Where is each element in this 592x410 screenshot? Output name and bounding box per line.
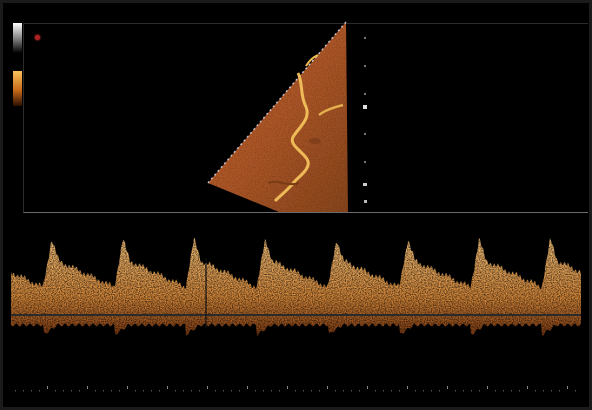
ultrasound-screen: [3, 3, 589, 407]
tissue-sector: [207, 21, 348, 212]
time-tick: [239, 390, 240, 392]
time-tick: [79, 390, 80, 392]
time-tick: [95, 390, 96, 392]
time-tick: [183, 390, 184, 392]
time-tick: [463, 390, 464, 392]
time-tick: [519, 390, 520, 392]
time-tick: [335, 390, 336, 392]
color-scale-bar: [13, 71, 22, 106]
time-tick: [503, 390, 504, 392]
time-tick: [55, 390, 56, 392]
time-tick: [543, 390, 544, 392]
time-tick: [199, 390, 200, 392]
b-mode-panel: [23, 23, 588, 213]
grayscale-bar: [13, 23, 22, 53]
time-tick: [111, 390, 112, 392]
time-tick: [135, 390, 136, 392]
time-tick: [471, 390, 472, 392]
sector-image: [207, 21, 348, 212]
spectral-envelope: [11, 237, 581, 337]
time-tick: [279, 390, 280, 392]
time-tick: [127, 386, 128, 389]
time-tick: [415, 390, 416, 392]
spectral-waveform: [11, 237, 581, 337]
time-tick: [151, 390, 152, 392]
time-tick: [487, 386, 488, 389]
time-tick: [367, 386, 368, 389]
time-tick: [455, 390, 456, 392]
time-tick: [479, 390, 480, 392]
time-tick: [327, 386, 328, 389]
time-tick: [431, 390, 432, 392]
time-tick: [207, 386, 208, 389]
time-tick: [303, 390, 304, 392]
time-tick: [287, 386, 288, 389]
time-tick: [87, 386, 88, 389]
time-tick: [359, 390, 360, 392]
time-tick: [567, 386, 568, 389]
time-tick: [391, 390, 392, 392]
time-tick: [231, 390, 232, 392]
time-tick: [223, 390, 224, 392]
time-tick: [311, 390, 312, 392]
time-tick: [103, 390, 104, 392]
time-scale: [15, 386, 576, 392]
time-tick: [215, 390, 216, 392]
time-tick: [527, 386, 528, 389]
time-tick: [407, 386, 408, 389]
time-tick: [575, 390, 576, 392]
time-tick: [551, 390, 552, 392]
time-tick: [143, 390, 144, 392]
time-tick: [343, 390, 344, 392]
time-tick: [39, 390, 40, 392]
time-tick: [511, 390, 512, 392]
time-tick: [535, 390, 536, 392]
time-tick: [255, 390, 256, 392]
time-tick: [495, 390, 496, 392]
time-tick: [63, 390, 64, 392]
probe-orientation-marker: [35, 35, 40, 40]
time-tick: [351, 390, 352, 392]
doppler-spectrum: [11, 237, 581, 392]
time-tick: [375, 390, 376, 392]
time-tick: [15, 390, 16, 392]
time-tick: [319, 390, 320, 392]
time-tick: [47, 386, 48, 389]
time-tick: [439, 390, 440, 392]
depth-scale: [362, 25, 370, 210]
time-tick: [423, 390, 424, 392]
time-tick: [167, 386, 168, 389]
time-tick: [159, 390, 160, 392]
time-tick: [383, 390, 384, 392]
time-tick: [119, 390, 120, 392]
time-tick: [191, 390, 192, 392]
time-tick: [295, 390, 296, 392]
time-tick: [247, 386, 248, 389]
time-tick: [31, 390, 32, 392]
time-tick: [271, 390, 272, 392]
time-tick: [175, 390, 176, 392]
time-tick: [23, 390, 24, 392]
time-tick: [447, 386, 448, 389]
time-tick: [399, 390, 400, 392]
time-tick: [263, 390, 264, 392]
time-tick: [559, 390, 560, 392]
time-tick: [71, 390, 72, 392]
